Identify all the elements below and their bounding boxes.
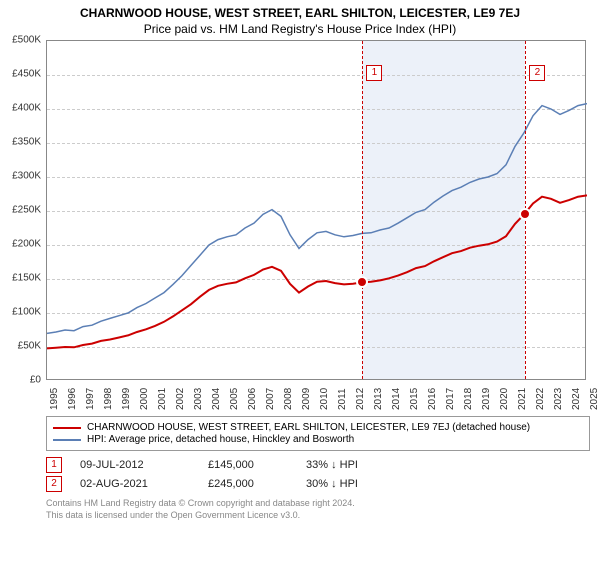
x-axis-label: 2001 (157, 388, 168, 410)
y-axis-label: £150K (0, 273, 41, 284)
y-axis-label: £500K (0, 35, 41, 46)
x-axis-label: 2015 (409, 388, 420, 410)
sale-dot (356, 276, 368, 288)
sale-date: 09-JUL-2012 (80, 459, 190, 471)
sale-pct: 30% ↓ HPI (306, 478, 406, 490)
x-axis-label: 2011 (337, 388, 348, 410)
y-axis-label: £250K (0, 205, 41, 216)
footer-line-1: Contains HM Land Registry data © Crown c… (46, 498, 590, 510)
x-axis-label: 2019 (481, 388, 492, 410)
chart-area: 12 £0£50K£100K£150K£200K£250K£300K£350K£… (46, 40, 586, 410)
x-axis-label: 2024 (571, 388, 582, 410)
footer: Contains HM Land Registry data © Crown c… (46, 498, 590, 521)
x-axis-label: 1999 (121, 388, 132, 410)
legend-label: CHARNWOOD HOUSE, WEST STREET, EARL SHILT… (87, 422, 530, 433)
x-axis-label: 1995 (49, 388, 60, 410)
sale-marker-box: 2 (46, 476, 62, 492)
x-axis-label: 2025 (589, 388, 600, 410)
legend-item-property: CHARNWOOD HOUSE, WEST STREET, EARL SHILT… (53, 422, 583, 433)
sales-row-2: 2 02-AUG-2021 £245,000 30% ↓ HPI (46, 476, 590, 492)
x-axis-label: 2005 (229, 388, 240, 410)
x-axis-label: 1998 (103, 388, 114, 410)
sale-dot (519, 208, 531, 220)
y-axis-label: £400K (0, 103, 41, 114)
sales-table: 1 09-JUL-2012 £145,000 33% ↓ HPI 2 02-AU… (46, 457, 590, 492)
y-axis-label: £200K (0, 239, 41, 250)
x-axis-label: 2002 (175, 388, 186, 410)
x-axis-label: 2003 (193, 388, 204, 410)
y-axis-label: £0 (0, 375, 41, 386)
sales-row-1: 1 09-JUL-2012 £145,000 33% ↓ HPI (46, 457, 590, 473)
x-axis-label: 2010 (319, 388, 330, 410)
y-axis-label: £50K (0, 341, 41, 352)
series-hpi (47, 104, 587, 334)
legend: CHARNWOOD HOUSE, WEST STREET, EARL SHILT… (46, 416, 590, 451)
x-axis-label: 1996 (67, 388, 78, 410)
x-axis-label: 2000 (139, 388, 150, 410)
line-layer (47, 41, 587, 381)
x-axis-label: 2006 (247, 388, 258, 410)
sale-price: £145,000 (208, 459, 288, 471)
sale-marker-box: 1 (46, 457, 62, 473)
sale-marker-box: 2 (529, 65, 545, 81)
x-axis-label: 2014 (391, 388, 402, 410)
legend-swatch (53, 427, 81, 429)
x-axis-label: 2012 (355, 388, 366, 410)
sale-marker-box: 1 (366, 65, 382, 81)
x-axis-label: 2008 (283, 388, 294, 410)
x-axis-label: 2017 (445, 388, 456, 410)
x-axis-label: 2009 (301, 388, 312, 410)
sale-price: £245,000 (208, 478, 288, 490)
legend-swatch (53, 439, 81, 441)
x-axis-label: 2013 (373, 388, 384, 410)
legend-label: HPI: Average price, detached house, Hinc… (87, 434, 354, 445)
x-axis-label: 2016 (427, 388, 438, 410)
series-property (47, 195, 587, 348)
sale-vline (362, 41, 363, 379)
y-axis-label: £450K (0, 69, 41, 80)
x-axis-label: 2004 (211, 388, 222, 410)
sale-pct: 33% ↓ HPI (306, 459, 406, 471)
chart-subtitle: Price paid vs. HM Land Registry's House … (0, 22, 600, 36)
chart-title: CHARNWOOD HOUSE, WEST STREET, EARL SHILT… (0, 6, 600, 20)
x-axis-label: 2020 (499, 388, 510, 410)
x-axis-label: 2007 (265, 388, 276, 410)
plot-region: 12 (46, 40, 586, 380)
footer-line-2: This data is licensed under the Open Gov… (46, 510, 590, 522)
x-axis-label: 2022 (535, 388, 546, 410)
x-axis-label: 2021 (517, 388, 528, 410)
legend-item-hpi: HPI: Average price, detached house, Hinc… (53, 434, 583, 445)
x-axis-label: 2018 (463, 388, 474, 410)
sale-date: 02-AUG-2021 (80, 478, 190, 490)
y-axis-label: £300K (0, 171, 41, 182)
y-axis-label: £100K (0, 307, 41, 318)
x-axis-label: 2023 (553, 388, 564, 410)
y-axis-label: £350K (0, 137, 41, 148)
x-axis-label: 1997 (85, 388, 96, 410)
